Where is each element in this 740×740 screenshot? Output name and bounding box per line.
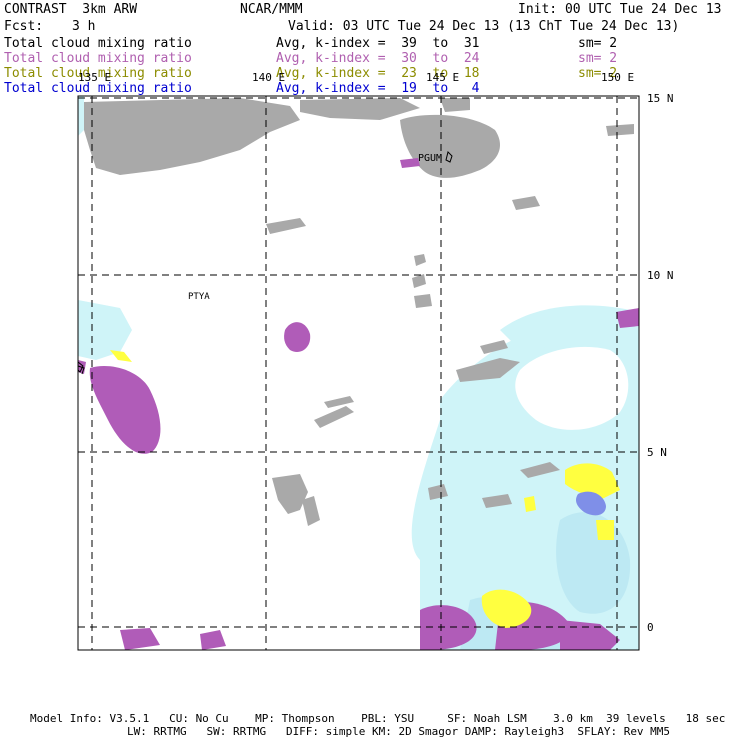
field-2-name: Total cloud mixing ratio: [4, 51, 192, 66]
lat-label-10n: 10 N: [647, 269, 674, 282]
field-1-stat: Avg, k-index = 39 to 31: [276, 36, 480, 51]
field-3-sm: sm= 2: [578, 66, 618, 81]
lon-label-145: 145 E: [426, 71, 459, 84]
valid-time: Valid: 03 UTC Tue 24 Dec 13 (13 ChT Tue …: [288, 19, 680, 34]
yellow-cloud-layer: [110, 350, 620, 628]
place-label-pgum: PGUM: [418, 153, 442, 164]
lat-label-15n: 15 N: [647, 92, 674, 105]
lon-label-150: 150 E: [601, 71, 634, 84]
init-time: Init: 00 UTC Tue 24 Dec 13: [518, 2, 722, 17]
lon-label-135: 135 E: [78, 71, 111, 84]
place-label-ptya: PTYA: [188, 292, 210, 302]
forecast-label: Fcst:: [4, 19, 44, 34]
field-2-sm: sm= 2: [578, 51, 618, 66]
model-info-line1: Model Info: V3.5.1 CU: No Cu MP: Thompso…: [30, 712, 726, 725]
coastlines: [77, 151, 453, 375]
forecast-hours: 3 h: [72, 19, 96, 34]
model-info-line2: LW: RRTMG SW: RRTMG DIFF: simple KM: 2D …: [127, 725, 671, 738]
field-4-stat: Avg, k-index = 19 to 4: [276, 81, 480, 96]
field-2-stat: Avg, k-index = 30 to 24: [276, 51, 480, 66]
field-3-stat: Avg, k-index = 23 to 18: [276, 66, 480, 81]
product-title: CONTRAST 3km ARW: [4, 2, 138, 17]
organization-label: NCAR/MMM: [240, 2, 303, 17]
field-1-sm: sm= 2: [578, 36, 618, 51]
field-4-name: Total cloud mixing ratio: [4, 81, 192, 96]
lon-label-140: 140 E: [252, 71, 285, 84]
gray-cloud-layer: [84, 98, 634, 526]
field-1-name: Total cloud mixing ratio: [4, 36, 192, 51]
lat-lon-grid: [78, 96, 639, 650]
lat-label-0: 0: [647, 621, 654, 634]
blue-cloud-core: [576, 491, 606, 516]
lat-label-5n: 5 N: [647, 446, 667, 459]
field-3-name: Total cloud mixing ratio: [4, 66, 192, 81]
map-frame: [77, 95, 640, 651]
